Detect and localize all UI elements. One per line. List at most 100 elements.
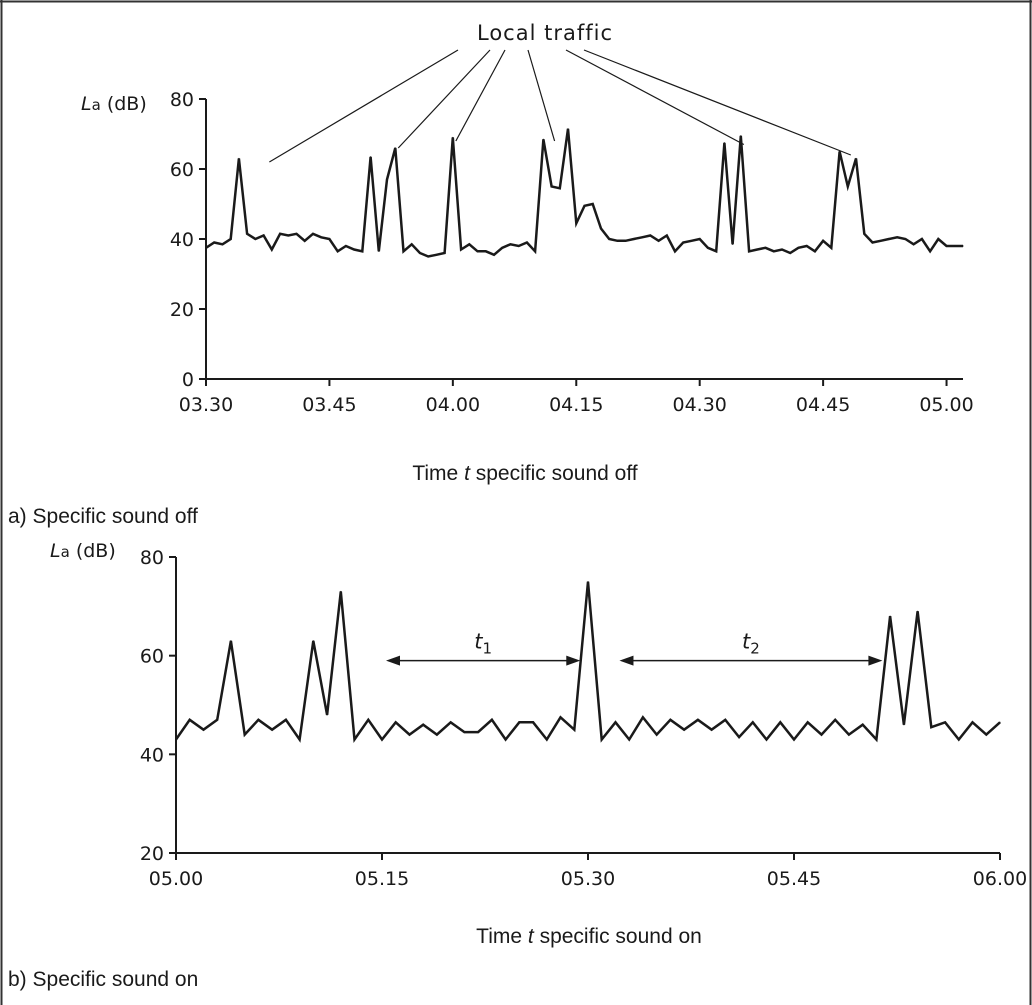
chart-a-caption: a) Specific sound off (8, 505, 198, 528)
chart-b-x-tick-label: 05.45 (767, 868, 821, 890)
chart-a-data-point (353, 248, 355, 251)
chart-b-x-tick-label: 05.00 (149, 868, 203, 890)
chart-b-data-point (216, 719, 218, 721)
chart-b-series (174, 581, 1001, 744)
chart-b-interval-label-sub: 2 (750, 640, 760, 658)
chart-b-axes: 20 40 60 80 05.00 05.15 05.30 05.45 06.00 (140, 547, 1027, 890)
chart-a-data-point (896, 236, 898, 238)
chart-a-series (205, 128, 964, 258)
chart-a-data-point (419, 252, 421, 254)
chart-b-data-point (930, 726, 932, 728)
chart-a-data-point (863, 233, 865, 235)
chart-a-leader-lines (269, 49, 852, 163)
chart-b-data-point (299, 738, 301, 741)
chart-b-data-point (505, 738, 507, 741)
chart-a-data-point (542, 138, 545, 140)
chart-a-y-tick-label: 40 (170, 229, 194, 251)
chart-a-x-axis-title-prefix: Time (412, 462, 464, 485)
chart-a-data-point (213, 241, 215, 244)
chart-a-leader-line (269, 49, 459, 163)
chart-b-data-point (422, 724, 424, 726)
chart-a-data-point (732, 243, 734, 245)
chart-a-leader-line (583, 49, 852, 156)
chart-a-data-point (534, 250, 536, 252)
chart-a-data-point (221, 243, 224, 245)
chart-b-data-point (793, 738, 795, 741)
chart-a-y-axis-label-var: L (81, 93, 92, 115)
chart-b-y-tick-label: 60 (140, 646, 164, 668)
chart-b-data-point (546, 738, 548, 741)
chart-b-data-point (862, 724, 864, 726)
chart-a-data-point (674, 250, 676, 252)
chart-a-data-point (567, 128, 569, 130)
chart-b-data-point (257, 719, 259, 721)
chart-a-data-point (246, 233, 248, 235)
chart-b-data-point (367, 719, 369, 721)
chart-b-data-point (408, 734, 411, 736)
chart-a-leader-line (527, 49, 556, 142)
chart-a-data-point (625, 240, 627, 242)
chart-b-data-point (917, 610, 919, 612)
chart-a-data-point (205, 247, 207, 249)
chart-a-data-point (402, 250, 405, 252)
chart-b-data-point (697, 719, 699, 721)
chart-a-data-point (476, 250, 479, 252)
chart-a-data-point (230, 238, 232, 240)
chart-a-data-point (690, 240, 693, 242)
chart-b-data-point (532, 721, 534, 723)
chart-a-data-point (616, 240, 619, 242)
chart-b-data-point (944, 721, 946, 723)
chart-a-x-tick-label: 04.00 (426, 394, 480, 416)
chart-b-data-point (450, 721, 452, 723)
chart-a-data-point (304, 240, 306, 242)
chart-b-interval-arrow-right (566, 655, 581, 666)
chart-a-data-point (435, 254, 437, 256)
chart-b-interval-arrow-left (386, 655, 400, 666)
chart-a-data-point (633, 238, 635, 240)
chart-a-data-point (287, 234, 289, 237)
chart-a-data-point (559, 187, 561, 189)
chart-a-annotation-label: Local traffic (477, 21, 613, 45)
chart-a-data-point (814, 250, 816, 252)
chart-a-data-point (320, 236, 322, 238)
chart-b-data-point (724, 719, 726, 721)
chart-a-data-point (954, 245, 956, 247)
chart-b-data-point (628, 738, 630, 741)
chart-a-data-point (937, 238, 939, 240)
chart-a-data-point (764, 247, 767, 249)
chart-a-data-point (822, 240, 824, 242)
chart-b-data-point (189, 719, 191, 721)
chart-a-data-point (847, 185, 849, 188)
chart-a-data-point (361, 250, 363, 252)
chart-a-data-point (575, 222, 577, 224)
chart-a-data-point (509, 243, 511, 245)
chart-b-data-point (202, 729, 205, 731)
chart-b-data-point (614, 721, 617, 723)
chart-a-data-point (254, 238, 256, 240)
chart-a-data-point (444, 252, 446, 254)
chart-b-data-point (683, 729, 685, 731)
chart-a-data-point (748, 250, 750, 252)
chart-a-data-point (295, 233, 298, 235)
chart-a-data-point (723, 142, 726, 144)
chart-b-data-point (285, 719, 287, 721)
chart-a-data-point (888, 238, 890, 240)
chart-b-data-point (463, 731, 465, 733)
chart-a-leader-line (455, 49, 506, 142)
chart-b-interval-arrow-right (868, 655, 883, 666)
chart-b-data-point (820, 734, 823, 736)
chart-b-y-axis-label-sub: a (61, 543, 70, 561)
chart-a-x-tick-label: 03.30 (179, 394, 233, 416)
chart-a-data-point (452, 136, 454, 139)
chart-a-data-point (789, 252, 791, 254)
chart-a-x-tick-label: 05.00 (919, 394, 973, 416)
chart-a-data-point (485, 250, 487, 252)
chart-a-data-point (871, 241, 874, 244)
chart-b-intervals: t1 t2 (386, 630, 883, 666)
chart-a-data-point (518, 245, 520, 247)
chart-a-data-point (279, 233, 281, 235)
chart-a-y-tick-label: 0 (182, 369, 194, 391)
chart-b-data-point (656, 734, 658, 736)
chart-b-data-point (999, 721, 1001, 723)
